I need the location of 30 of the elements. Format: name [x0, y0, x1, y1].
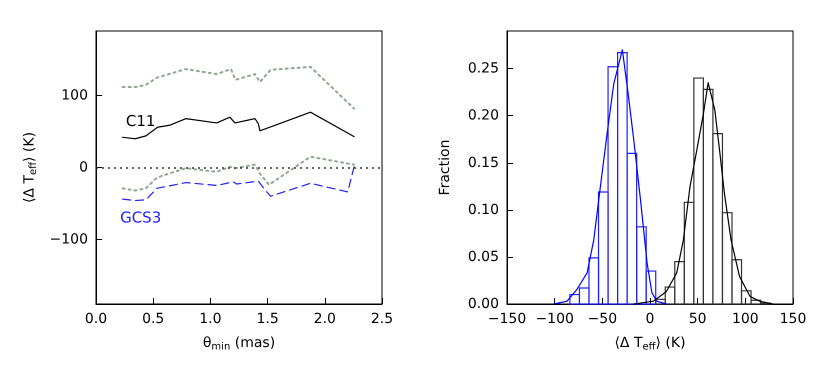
y-tick-label: 0.20 — [468, 108, 499, 124]
x-tick-label: 150 — [780, 311, 806, 327]
x-tick-label: 100 — [732, 311, 759, 327]
y-tick-label: 0 — [79, 160, 88, 176]
x-tick-label: 50 — [688, 311, 707, 327]
line-series — [122, 156, 356, 192]
x-tick-label: 0.5 — [142, 311, 164, 327]
x-tick-label: −150 — [488, 311, 526, 327]
x-tick-label: 0 — [646, 311, 654, 327]
series-label: C11 — [126, 112, 156, 130]
x-tick-label: 1.0 — [199, 311, 222, 327]
x-tick-label: −50 — [588, 311, 618, 327]
y-tick-label: 0.25 — [468, 60, 499, 77]
x-tick-label: 2.5 — [370, 311, 394, 327]
y-tick-label: 0.15 — [468, 154, 499, 171]
series-label: GCS3 — [120, 208, 162, 227]
y-axis-title: Fraction — [437, 140, 453, 196]
y-tick-label: 100 — [61, 88, 88, 104]
line-series — [122, 166, 355, 202]
y-tick-label: 0.00 — [468, 296, 499, 312]
y-axis-title: ⟨Δ Teff⟩ (K) — [22, 132, 40, 204]
x-tick-label: 2.0 — [314, 311, 336, 327]
y-tick-label: −100 — [50, 231, 88, 248]
y-tick-label: 0.10 — [468, 202, 499, 218]
x-tick-label: −100 — [535, 311, 574, 327]
x-tick-label: 1.5 — [256, 311, 279, 327]
line-series — [122, 66, 356, 110]
y-tick-label: 0.05 — [468, 248, 499, 265]
x-tick-label: 0.0 — [84, 311, 108, 327]
line-series — [122, 112, 355, 140]
